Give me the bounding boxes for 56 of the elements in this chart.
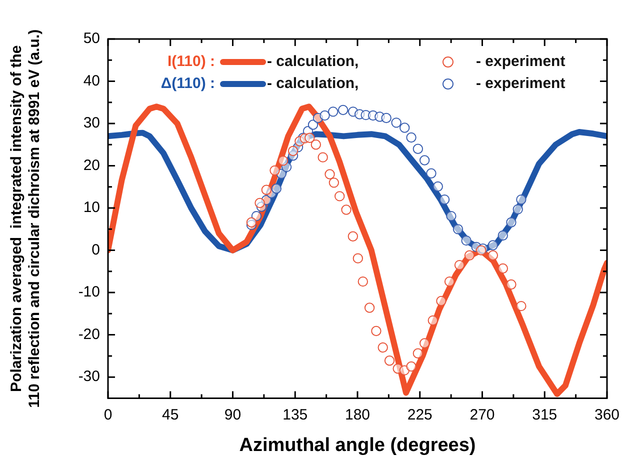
point bbox=[304, 132, 315, 143]
point bbox=[454, 260, 465, 270]
point bbox=[261, 184, 272, 195]
point bbox=[446, 210, 456, 222]
point bbox=[498, 230, 508, 241]
y-tick-label: -30 bbox=[78, 368, 100, 386]
point bbox=[432, 181, 443, 192]
x-tick-label: 135 bbox=[282, 406, 308, 424]
point bbox=[381, 112, 392, 124]
point bbox=[278, 156, 288, 166]
x-axis-title: Azimuthal angle (degrees) bbox=[239, 434, 476, 456]
x-tick-label: 270 bbox=[470, 406, 495, 424]
point bbox=[439, 194, 450, 205]
y-tick-label: -10 bbox=[78, 284, 100, 301]
point bbox=[506, 217, 516, 228]
point bbox=[516, 194, 526, 205]
point bbox=[254, 198, 265, 208]
point bbox=[436, 296, 446, 306]
annotation: I(110) : bbox=[167, 53, 215, 70]
y-tick-label: 10 bbox=[83, 199, 100, 216]
annotation: Δ(110) : bbox=[160, 75, 215, 92]
x-tick-label: 360 bbox=[594, 406, 620, 424]
point bbox=[406, 361, 416, 372]
point bbox=[506, 279, 516, 290]
y-tick-label: 40 bbox=[83, 72, 100, 90]
point bbox=[246, 217, 257, 228]
point bbox=[270, 165, 280, 176]
point bbox=[412, 348, 424, 359]
legend-label: - experiment bbox=[476, 75, 566, 92]
legend-label: - calculation, bbox=[267, 53, 359, 70]
x-tick-label: 45 bbox=[162, 406, 179, 424]
point bbox=[488, 240, 498, 250]
y-tick-label: 30 bbox=[83, 114, 100, 132]
point bbox=[428, 315, 438, 326]
y-tick-label: 20 bbox=[83, 156, 100, 174]
x-tick-label: 315 bbox=[532, 406, 558, 424]
point bbox=[271, 183, 282, 194]
y-tick-label: -20 bbox=[78, 326, 100, 343]
point bbox=[444, 276, 455, 287]
x-tick-label: 180 bbox=[344, 406, 370, 424]
point bbox=[288, 146, 298, 156]
legend-label: - calculation, bbox=[267, 75, 359, 92]
x-tick-label: 225 bbox=[407, 406, 432, 424]
point bbox=[498, 263, 508, 274]
point bbox=[464, 250, 475, 260]
x-tick-label: 0 bbox=[104, 406, 112, 424]
y-axis-title: Polarization averaged integrated intensity of the 110 reflection and circular dichroism at 8991 eV (a.u.) bbox=[8, 29, 44, 408]
point bbox=[488, 250, 498, 260]
point bbox=[512, 204, 523, 214]
y-tick-label: 0 bbox=[92, 241, 100, 258]
x-tick-label: 90 bbox=[224, 406, 242, 424]
point bbox=[419, 338, 430, 348]
point bbox=[461, 235, 472, 246]
legend-label: - experiment bbox=[476, 53, 566, 70]
y-tick-label: 50 bbox=[83, 30, 100, 48]
point bbox=[452, 224, 464, 234]
